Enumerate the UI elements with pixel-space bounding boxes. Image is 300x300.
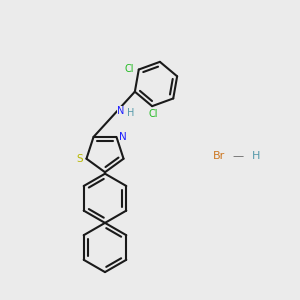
- Text: H: H: [127, 108, 134, 118]
- Text: —: —: [233, 151, 244, 161]
- Text: N: N: [116, 106, 124, 116]
- Text: N: N: [118, 132, 126, 142]
- Text: S: S: [76, 154, 83, 164]
- Text: Cl: Cl: [124, 64, 134, 74]
- Text: H: H: [252, 151, 261, 161]
- Text: Cl: Cl: [149, 109, 158, 119]
- Text: Br: Br: [213, 151, 225, 161]
